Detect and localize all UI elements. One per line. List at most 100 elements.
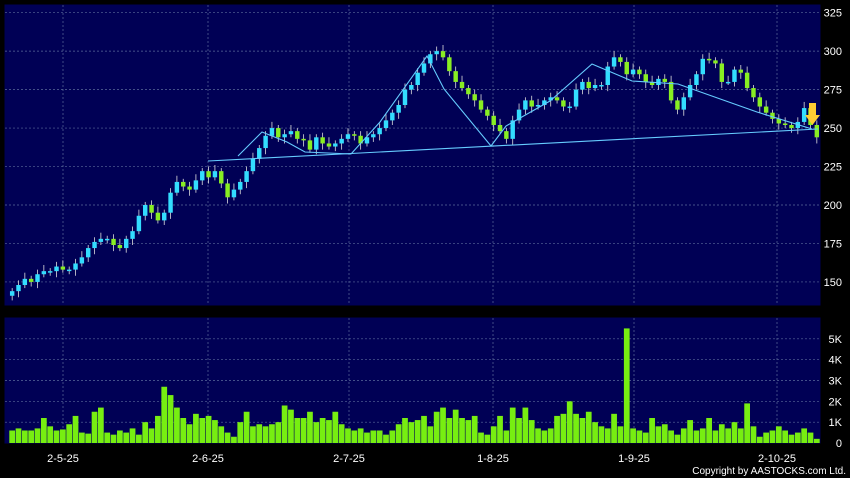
- volume-bar: [655, 426, 662, 443]
- candle-body: [516, 109, 522, 121]
- volume-bar: [224, 432, 231, 443]
- volume-bar: [218, 426, 225, 443]
- candle-body: [428, 54, 433, 64]
- candle-body: [599, 85, 604, 87]
- volume-bar: [490, 426, 497, 443]
- volume-bar: [585, 411, 592, 443]
- candle-body: [567, 106, 572, 109]
- volume-bar: [85, 433, 92, 443]
- candle-body: [238, 181, 243, 190]
- volume-bar: [395, 424, 402, 443]
- candle-body: [751, 88, 756, 98]
- volume-bar: [40, 418, 47, 443]
- volume-bar: [566, 401, 573, 443]
- volume-bar: [573, 413, 579, 443]
- candle-body: [738, 69, 744, 73]
- volume-bar: [763, 432, 770, 443]
- volume-bar: [788, 434, 795, 443]
- volume-bar: [737, 428, 744, 443]
- candle-body: [611, 57, 617, 67]
- candle-body: [28, 278, 34, 282]
- volume-tick-label: 3K: [829, 376, 843, 388]
- candle-body: [143, 205, 148, 216]
- volume-bar: [414, 420, 421, 443]
- volume-bar: [9, 430, 16, 443]
- candle-body: [491, 115, 496, 125]
- volume-bar: [497, 415, 503, 443]
- volume-tick-label: 1K: [829, 417, 843, 429]
- candle-body: [396, 105, 401, 113]
- candle-body: [700, 58, 706, 75]
- candle-body: [789, 125, 794, 129]
- date-tick-label: 1-9-25: [618, 453, 650, 465]
- volume-bar: [801, 428, 808, 443]
- price-tick-label: 250: [824, 123, 842, 135]
- price-tick-label: 150: [824, 277, 842, 289]
- candle-body: [605, 66, 610, 85]
- candle-body: [573, 89, 579, 107]
- volume-bar: [547, 428, 554, 443]
- candle-body: [409, 85, 414, 90]
- volume-bar: [281, 405, 288, 443]
- date-tick-label: 1-8-25: [477, 453, 509, 465]
- volume-bar: [661, 424, 668, 443]
- volume-bar: [357, 428, 364, 443]
- volume-bar: [478, 432, 484, 443]
- volume-bar: [148, 428, 155, 443]
- volume-bar: [554, 415, 560, 443]
- volume-bar: [332, 411, 339, 443]
- volume-bar: [104, 432, 111, 443]
- candle-body: [485, 109, 490, 116]
- volume-bar: [459, 418, 465, 443]
- candle-body: [212, 171, 218, 178]
- candle-body: [814, 125, 820, 138]
- candle-body: [535, 105, 541, 107]
- candle-body: [174, 181, 180, 193]
- candle-body: [561, 100, 566, 107]
- volume-bar: [59, 429, 66, 443]
- volume-bar: [53, 430, 60, 443]
- candle-body: [770, 112, 775, 119]
- volume-bar: [427, 426, 434, 443]
- volume-bar: [718, 424, 725, 443]
- candle-body: [459, 81, 465, 89]
- candle-body: [801, 108, 807, 122]
- volume-bar: [649, 418, 655, 443]
- price-tick-label: 225: [824, 162, 842, 174]
- candle-body: [618, 57, 623, 62]
- volume-bar: [452, 409, 459, 443]
- volume-bar: [674, 434, 681, 443]
- candle-body: [637, 69, 642, 75]
- volume-bar: [668, 430, 674, 443]
- candle-body: [504, 131, 509, 139]
- volume-bar: [250, 426, 256, 443]
- volume-tick-label: 5K: [829, 334, 843, 346]
- candle-body: [675, 100, 680, 110]
- volume-bar: [338, 424, 345, 443]
- candle-body: [542, 100, 547, 105]
- candle-body: [434, 51, 439, 55]
- volume-bar: [516, 418, 522, 443]
- down-arrow-icon: [805, 103, 820, 125]
- candle-body: [358, 135, 363, 144]
- volume-axis-labels: 0 1K 2K 3K 4K 5K: [829, 334, 843, 450]
- volume-bar: [712, 430, 719, 443]
- candle-body: [725, 81, 731, 84]
- candle-body: [478, 100, 484, 110]
- price-tick-label: 325: [824, 8, 842, 20]
- candle-body: [643, 74, 648, 82]
- volume-bar: [174, 407, 180, 443]
- candle-body: [371, 134, 376, 138]
- candle-body: [66, 269, 72, 272]
- candle-body: [326, 143, 332, 147]
- date-tick-label: 2-7-25: [333, 453, 365, 465]
- volume-bar: [535, 428, 541, 443]
- candle-body: [744, 72, 750, 89]
- volume-bar: [161, 386, 168, 443]
- candle-body: [35, 274, 40, 282]
- candle-body: [776, 118, 782, 124]
- volume-bar: [256, 424, 263, 443]
- volume-bar: [383, 434, 389, 443]
- volume-bar: [503, 430, 510, 443]
